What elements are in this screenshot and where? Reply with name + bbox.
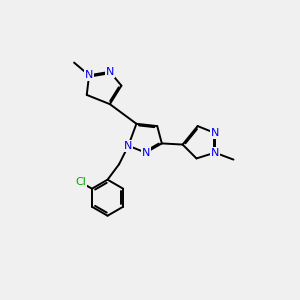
Text: N: N [211, 148, 219, 158]
Text: N: N [142, 148, 150, 158]
Text: Cl: Cl [76, 177, 86, 187]
Text: N: N [85, 70, 93, 80]
Text: N: N [106, 67, 114, 77]
Text: N: N [124, 141, 133, 151]
Text: N: N [211, 128, 219, 138]
